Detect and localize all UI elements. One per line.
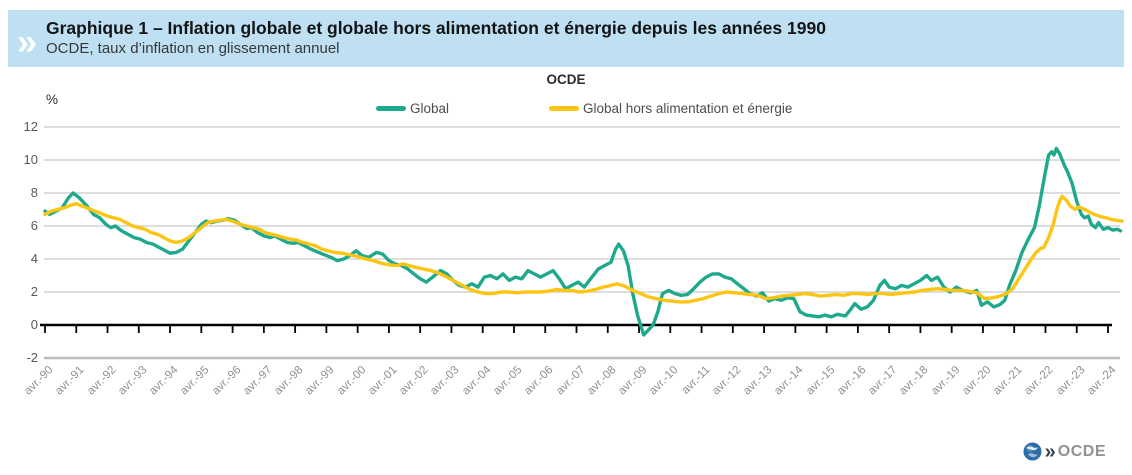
y-tick-label: 6 [30,218,38,233]
y-tick-label: 10 [23,152,38,167]
chart-title: OCDE [546,72,586,87]
y-tick-label: -2 [26,350,38,365]
core-series-line [43,194,1124,304]
header-text: Graphique 1 – Inflation globale et globa… [46,18,826,59]
global-series-line [43,146,1123,337]
global-series-swatch [376,106,406,111]
core-series-swatch [549,106,580,111]
y-tick-label: 12 [23,119,38,134]
y-tick-label: 8 [30,185,38,200]
ocde-logo: » OCDE [1023,440,1106,463]
legend-label-global: Global [410,101,450,116]
figure-subtitle: OCDE, taux d’inflation en glissement ann… [46,40,340,58]
legend: Global Global hors alimentation et énerg… [376,101,792,116]
legend-item-core: Global hors alimentation et énergie [549,101,792,116]
legend-label-core: Global hors alimentation et énergie [583,101,793,116]
figure-header: » Graphique 1 – Inflation globale et glo… [8,10,1124,67]
y-tick-label: 4 [30,251,38,266]
y-axis-unit-label: % [46,92,59,107]
logo-chevrons-icon: » [1044,440,1056,463]
y-tick-label: 0 [30,317,38,332]
figure-title: Graphique 1 – Inflation globale et globa… [46,18,826,39]
logo-text: OCDE [1057,442,1106,460]
globe-icon [1023,442,1042,461]
legend-item-global: Global [376,101,449,116]
y-tick-label: 2 [30,284,38,299]
double-chevron-icon: » [17,21,37,62]
